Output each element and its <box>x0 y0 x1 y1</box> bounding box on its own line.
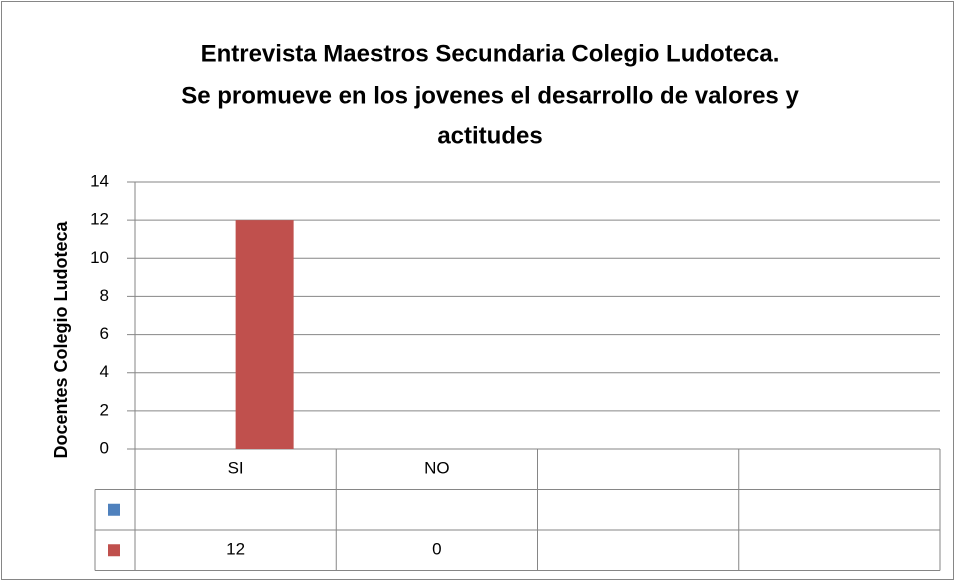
y-tick-label: 0 <box>100 438 109 457</box>
table-value: 0 <box>432 540 441 559</box>
chart-title: Entrevista Maestros Secundaria Colegio L… <box>201 40 780 67</box>
y-tick-label: 12 <box>90 210 109 229</box>
y-tick-label: 2 <box>100 400 109 419</box>
y-tick-label: 8 <box>100 286 109 305</box>
y-tick-label: 4 <box>100 362 109 381</box>
x-tick-label: NO <box>424 459 450 478</box>
y-axis-label: Docentes Colegio Ludoteca <box>51 221 71 459</box>
y-tick-label: 14 <box>90 171 109 190</box>
legend-key <box>108 544 120 557</box>
chart-title: actitudes <box>437 122 542 149</box>
y-tick-label: 6 <box>100 324 109 343</box>
chart-title: Se promueve en los jovenes el desarrollo… <box>181 82 799 109</box>
legend-key <box>108 503 120 516</box>
y-tick-label: 10 <box>90 248 109 267</box>
table-value: 12 <box>226 540 245 559</box>
bar <box>235 220 294 449</box>
x-tick-label: SI <box>228 459 244 478</box>
